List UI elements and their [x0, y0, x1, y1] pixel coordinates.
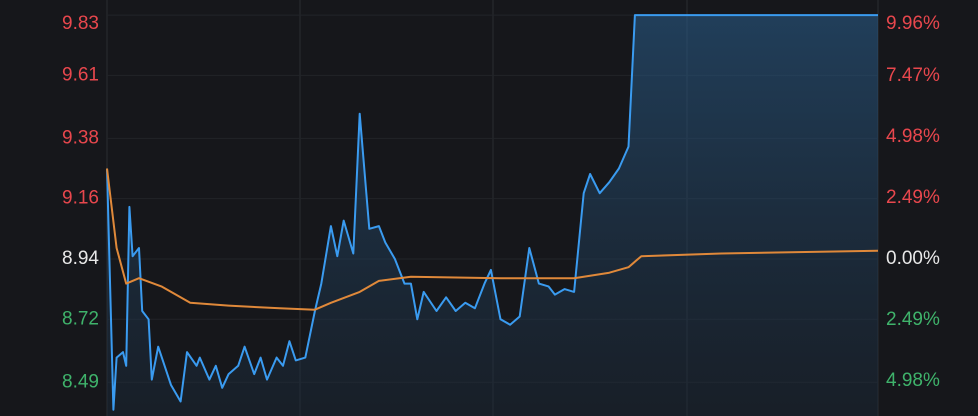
y-tick-label: 9.61	[62, 64, 99, 85]
y-tick-label: 8.94	[62, 248, 99, 269]
y2-tick-label: 2.49%	[886, 187, 940, 208]
y2-tick-label: 4.98%	[886, 370, 940, 391]
y-tick-label: 8.49	[62, 371, 99, 392]
average-line	[106, 168, 879, 311]
y2-tick-label: 7.47%	[886, 65, 940, 86]
price-line	[106, 14, 878, 411]
y2-tick-label: 9.96%	[886, 13, 940, 34]
y-tick-label: 8.72	[62, 308, 99, 329]
y2-tick-label: 2.49%	[886, 309, 940, 330]
y-tick-label: 9.16	[62, 188, 99, 209]
price-area	[107, 15, 878, 416]
y-tick-label: 9.83	[62, 13, 99, 34]
y-tick-label: 9.38	[62, 127, 99, 148]
y2-tick-label: 4.98%	[886, 126, 940, 147]
y2-tick-label: 0.00%	[886, 248, 940, 269]
